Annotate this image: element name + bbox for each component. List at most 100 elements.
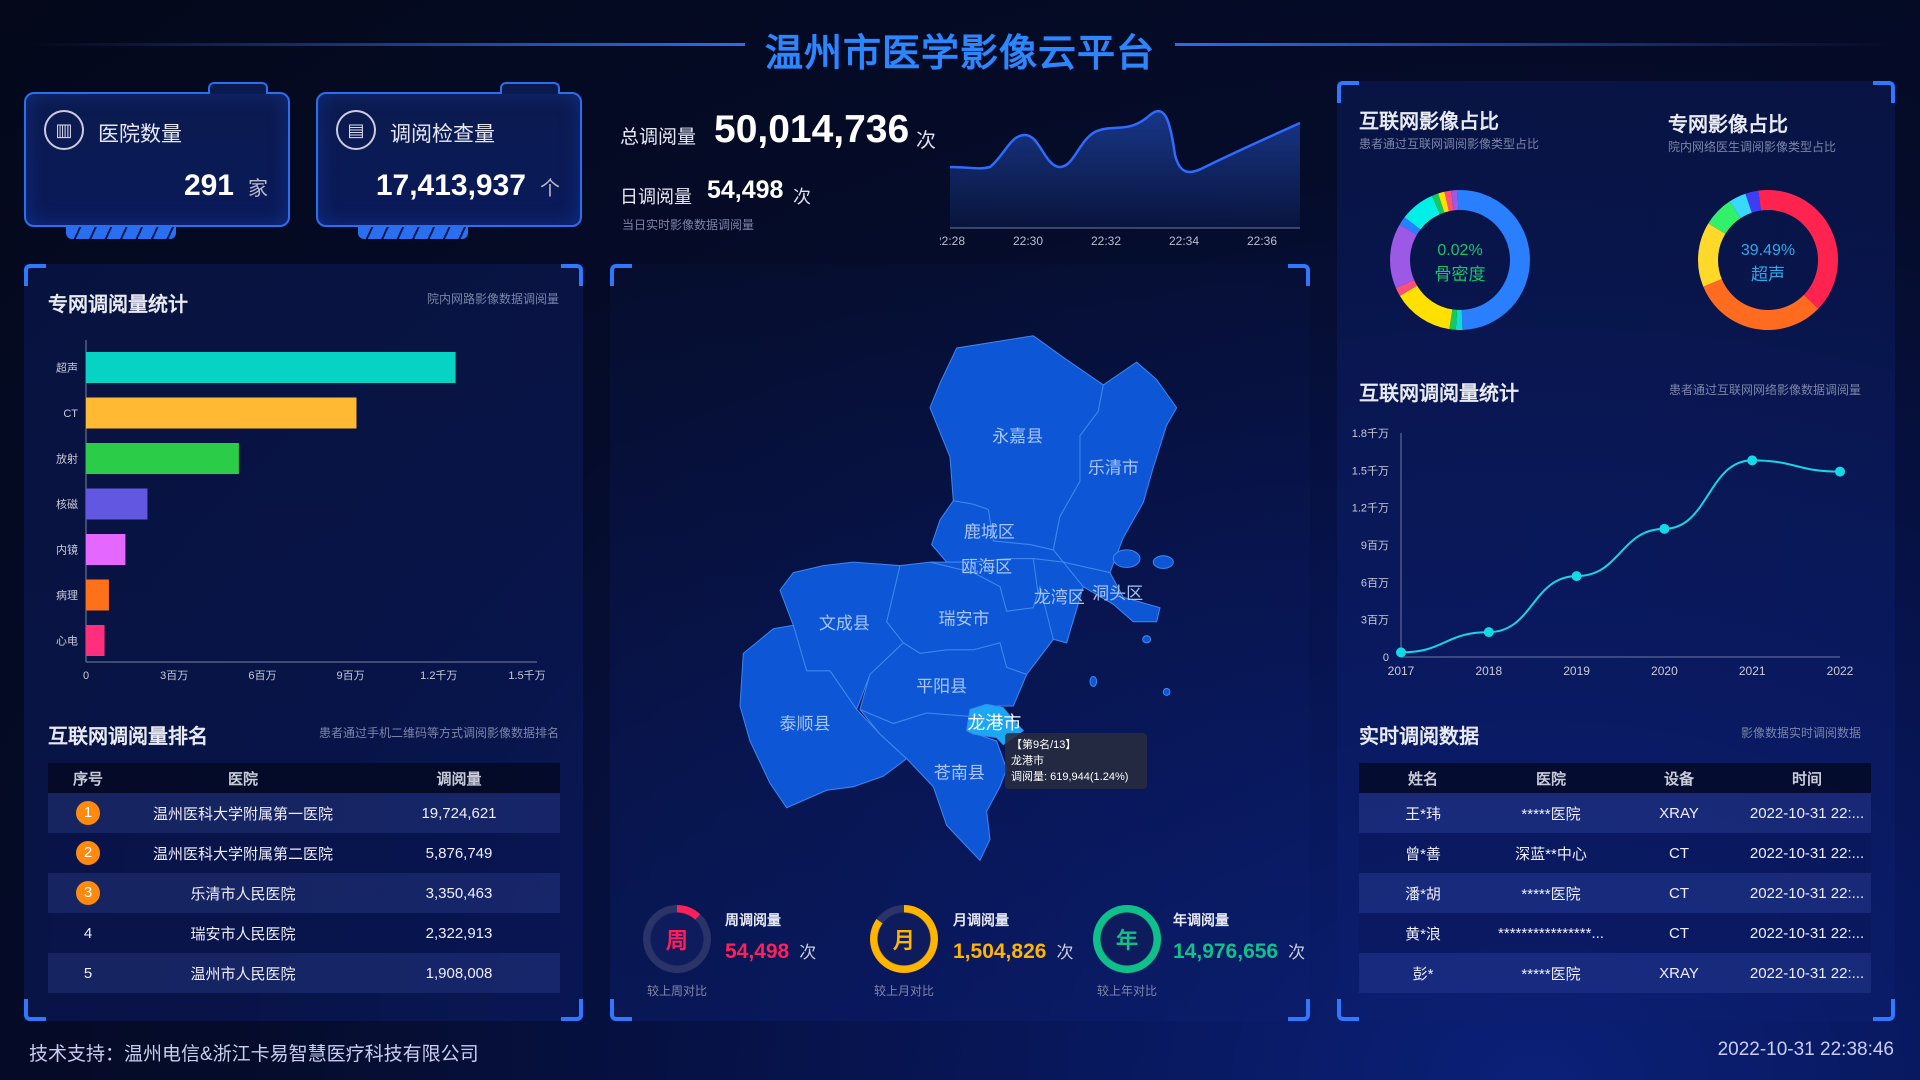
island xyxy=(1089,675,1098,687)
map-tooltip: 【第9名/13】 龙港市 调阅量: 619,944(1.24%) xyxy=(1005,733,1147,789)
map-region-label: 文成县 xyxy=(819,614,870,633)
y-tick-label: 6百万 xyxy=(1361,577,1389,589)
private-share-title: 专网影像占比 xyxy=(1668,114,1788,136)
map-region[interactable] xyxy=(739,624,908,809)
map-region[interactable] xyxy=(859,709,1008,862)
period-unit: 次 xyxy=(1056,943,1074,962)
realtime-row[interactable]: 潘*胡 *****医院 CT 2022-10-31 22:... xyxy=(1359,873,1871,913)
bar-核磁 xyxy=(86,488,148,520)
card-unit: 个 xyxy=(540,178,560,200)
left-panel: 专网调阅量统计 院内网路影像数据调阅量 互联网调阅量排名 患者通过手机二维码等方… xyxy=(24,264,583,1021)
area-line xyxy=(949,109,1301,174)
donut-slice xyxy=(1729,193,1752,219)
tooltip-value: 调阅量: 619,944(1.24%) xyxy=(1011,771,1129,783)
realtime-row[interactable]: 彭* *****医院 XRAY 2022-10-31 22:... xyxy=(1359,953,1871,993)
x-tick-label: 6百万 xyxy=(248,670,276,682)
ranking-row[interactable]: 5 温州市人民医院 1,908,008 xyxy=(48,953,560,993)
period-compare: 较上周对比 xyxy=(646,984,707,998)
y-tick-label: 1.2千万 xyxy=(1352,502,1389,515)
daily-unit: 次 xyxy=(793,187,811,207)
internet-share-subtitle: 患者通过互联网调阅影像类型占比 xyxy=(1359,137,1540,151)
rank-hospital: 瑞安市人民医院 xyxy=(128,913,358,953)
total-label: 总调阅量 xyxy=(620,127,697,148)
period-compare: 较上月对比 xyxy=(873,984,934,998)
rt-time: 2022-10-31 22:... xyxy=(1743,873,1871,913)
ranking-subtitle: 患者通过手机二维码等方式调阅影像数据排名 xyxy=(318,726,559,740)
share-donut-charts: 0.02% 骨密度 39.49% 超声 xyxy=(1390,190,1838,330)
rt-name: 潘*胡 xyxy=(1359,873,1487,913)
x-tick-label: 22:28 xyxy=(940,234,965,245)
period-label: 月调阅量 xyxy=(953,912,1009,928)
rank-hospital: 温州市人民医院 xyxy=(128,953,358,993)
daily-value: 54,498 xyxy=(707,176,784,204)
rt-time: 2022-10-31 22:... xyxy=(1743,793,1871,833)
realtime-row[interactable]: 黄*浪 ****************... CT 2022-10-31 22… xyxy=(1359,913,1871,953)
rank-no: 5 xyxy=(48,953,128,993)
island xyxy=(1112,549,1141,568)
map-region-label: 洞头区 xyxy=(1092,584,1143,603)
card-tab-decoration xyxy=(208,82,268,94)
rank-hospital: 乐清市人民医院 xyxy=(128,873,358,913)
realtime-row[interactable]: 王*玮 *****医院 XRAY 2022-10-31 22:... xyxy=(1359,793,1871,833)
card-label: 医院数量 xyxy=(98,123,182,146)
realtime-row[interactable]: 曾*善 深蓝**中心 CT 2022-10-31 22:... xyxy=(1359,833,1871,873)
map-region-label: 泰顺县 xyxy=(780,715,831,734)
rt-time: 2022-10-31 22:... xyxy=(1743,953,1871,993)
category-label: 核磁 xyxy=(56,497,78,511)
data-point xyxy=(1483,627,1494,638)
period-compare: 较上年对比 xyxy=(1096,984,1157,998)
ranking-row[interactable]: 2 温州医科大学附属第二医院 5,876,749 xyxy=(48,833,560,873)
bar-放射 xyxy=(86,443,239,474)
map-region-label: 永嘉县 xyxy=(992,427,1043,446)
data-point xyxy=(1835,466,1845,477)
minute-trend-area-chart: 22:28 22:30 22:32 22:34 22:36 xyxy=(940,109,1301,245)
rt-device: XRAY xyxy=(1615,793,1743,833)
card-foot-decoration xyxy=(358,227,468,239)
ranking-row[interactable]: 3 乐清市人民医院 3,350,463 xyxy=(48,873,560,913)
period-ring-2: 年 xyxy=(1093,905,1161,973)
y-tick-label: 3百万 xyxy=(1361,615,1389,627)
internet-volume-title: 互联网调阅量统计 xyxy=(1359,383,1519,405)
donut-center-value: 0.02% xyxy=(1437,242,1482,259)
x-tick-label: 2017 xyxy=(1388,664,1415,678)
period-glyph: 周 xyxy=(665,928,688,953)
donut-slice xyxy=(1745,190,1762,213)
rt-hospital: *****医院 xyxy=(1487,873,1615,913)
rt-device: CT xyxy=(1615,873,1743,913)
title-divider-right xyxy=(1175,43,1890,46)
map-region-label: 瑞安市 xyxy=(939,609,990,628)
category-label: 放射 xyxy=(56,452,78,466)
rt-hospital: 深蓝**中心 xyxy=(1487,833,1615,873)
daily-label: 日调阅量 xyxy=(620,187,692,207)
col-header-device: 设备 xyxy=(1615,763,1743,793)
total-value: 50,014,736 xyxy=(714,108,910,151)
ranking-row[interactable]: 4 瑞安市人民医院 2,322,913 xyxy=(48,913,560,953)
internet-volume-line-chart: 0 3百万 6百万 9百万 1.2千万 1.5千万 1.8千万 2017 2018 2019 202… xyxy=(1352,427,1854,678)
exam-count-card: ▤ 调阅检查量 17,413,937 个 xyxy=(316,82,582,239)
title-divider-left xyxy=(30,43,745,46)
col-header-hospital: 医院 xyxy=(1487,763,1615,793)
donut-slice xyxy=(1404,195,1440,230)
x-tick-label: 1.2千万 xyxy=(420,669,457,682)
category-label: 心电 xyxy=(56,635,78,648)
x-tick-label: 3百万 xyxy=(160,670,188,682)
donut-slice xyxy=(1399,217,1421,235)
rank-count: 3,350,463 xyxy=(358,873,560,913)
card-unit: 家 xyxy=(248,178,268,200)
total-unit: 次 xyxy=(916,130,936,152)
rt-hospital: *****医院 xyxy=(1487,793,1615,833)
donut-center-label: 超声 xyxy=(1751,265,1785,284)
rt-name: 曾*善 xyxy=(1359,833,1487,873)
y-tick-label: 9百万 xyxy=(1361,540,1389,552)
map-region-label: 乐清市 xyxy=(1088,458,1139,477)
period-unit: 次 xyxy=(799,943,817,962)
ranking-row[interactable]: 1 温州医科大学附属第一医院 19,724,621 xyxy=(48,793,560,833)
period-label: 年调阅量 xyxy=(1173,912,1229,928)
x-tick-label: 0 xyxy=(83,670,89,682)
map-region[interactable] xyxy=(1061,561,1161,623)
category-label: CT xyxy=(63,408,78,420)
card-value: 291 家 xyxy=(183,169,268,202)
rank-badge: 3 xyxy=(76,881,100,905)
rt-hospital: ****************... xyxy=(1487,913,1615,953)
